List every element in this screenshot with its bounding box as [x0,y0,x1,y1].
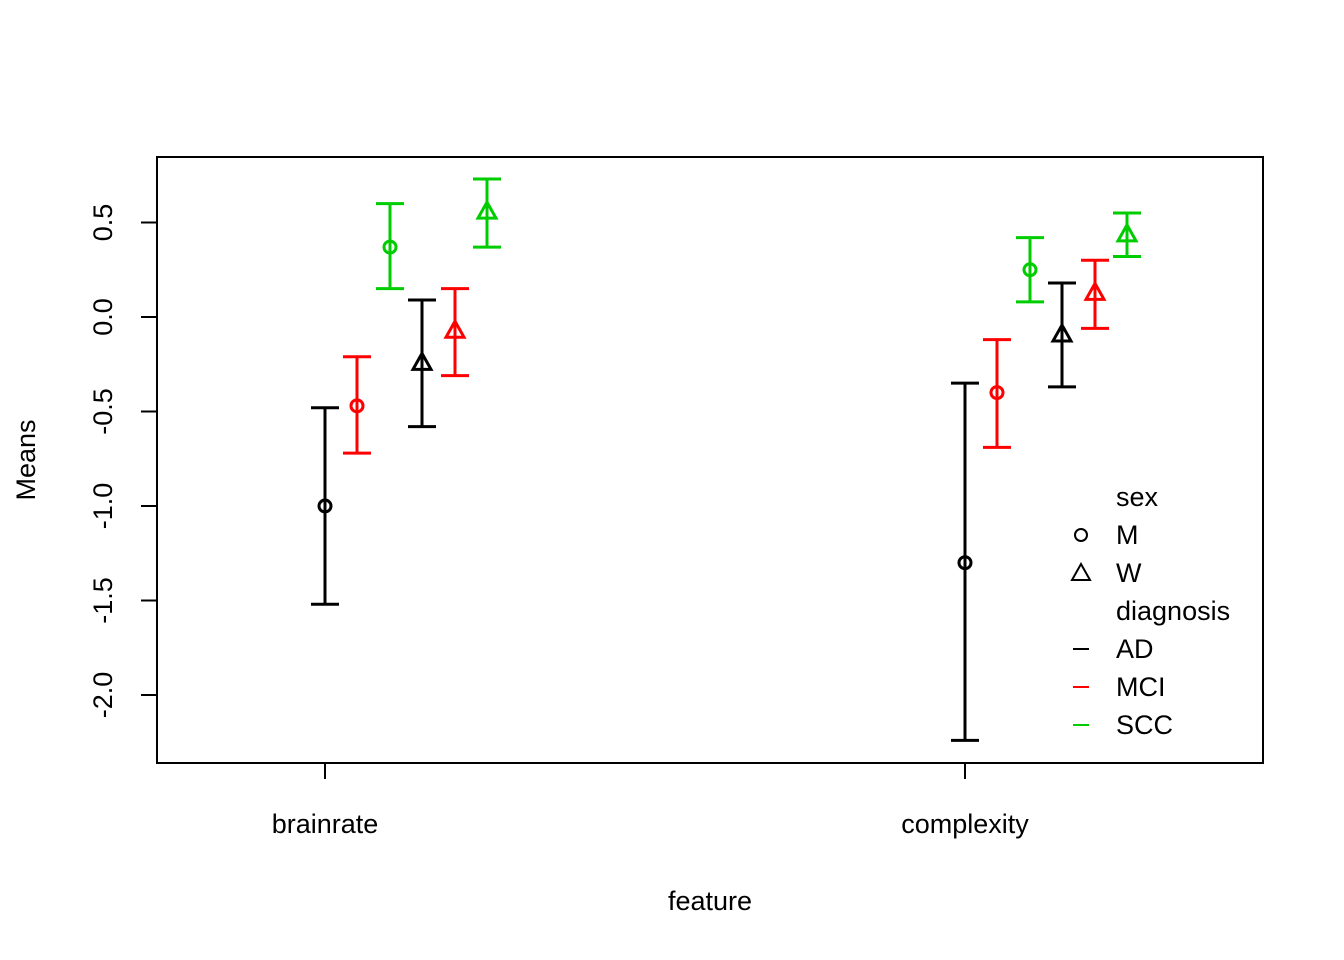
data-marks [311,177,1141,742]
y-axis: -2.0 -1.5 -1.0 -0.5 0.0 0.5 [88,204,158,719]
y-tick-label: -2.0 [88,672,118,719]
x-axis-label: feature [668,886,752,916]
mean-point-triangle [475,199,499,220]
legend-title-diagnosis: diagnosis [1116,596,1230,626]
mean-point-circle [349,398,365,414]
error-bar-W-AD-complexity [1048,281,1076,389]
error-bar-M-SCC-brainrate [376,202,404,291]
error-bar-M-SCC-complexity [1016,236,1044,304]
legend-triangle-marker [1070,561,1092,581]
legend-item-W: W [1116,558,1142,588]
error-bar-M-AD-brainrate [311,406,339,606]
mean-point-triangle [1050,321,1074,343]
error-bar-W-AD-brainrate [408,298,436,429]
mean-point-triangle [443,318,467,339]
error-bar-W-SCC-brainrate [473,177,501,249]
legend-title-sex: sex [1116,482,1159,512]
y-tick-label: -0.5 [88,388,118,435]
error-bar-W-MCI-complexity [1081,258,1109,330]
x-axis: brainrate complexity [272,762,1029,839]
error-bar-M-MCI-complexity [983,338,1011,449]
mean-point-triangle [1115,221,1139,243]
error-bar-M-AD-complexity [951,381,979,742]
mean-point-circle [382,239,398,255]
y-axis-label: Means [11,419,41,500]
error-bar-W-SCC-complexity [1113,211,1141,259]
x-tick-label: brainrate [272,809,379,839]
mean-point-circle [989,385,1005,401]
error-bar-W-MCI-brainrate [441,287,469,378]
legend-item-AD: AD [1116,634,1154,664]
legend-item-M: M [1116,520,1139,550]
mean-point-circle [1022,262,1038,278]
x-tick-label: complexity [901,809,1029,839]
mean-point-triangle [410,350,434,371]
y-tick-label: -1.5 [88,577,118,624]
legend-background [1065,455,1262,762]
legend-item-MCI: MCI [1116,672,1166,702]
y-tick-label: -1.0 [88,483,118,530]
mean-point-circle [957,555,973,571]
legend-circle-marker [1074,528,1088,542]
y-tick-label: 0.0 [88,298,118,336]
legend-item-SCC: SCC [1116,710,1173,740]
mean-point-circle [317,498,333,514]
y-tick-label: 0.5 [88,204,118,242]
mean-point-triangle [1083,280,1107,301]
error-bar-M-MCI-brainrate [343,355,371,455]
